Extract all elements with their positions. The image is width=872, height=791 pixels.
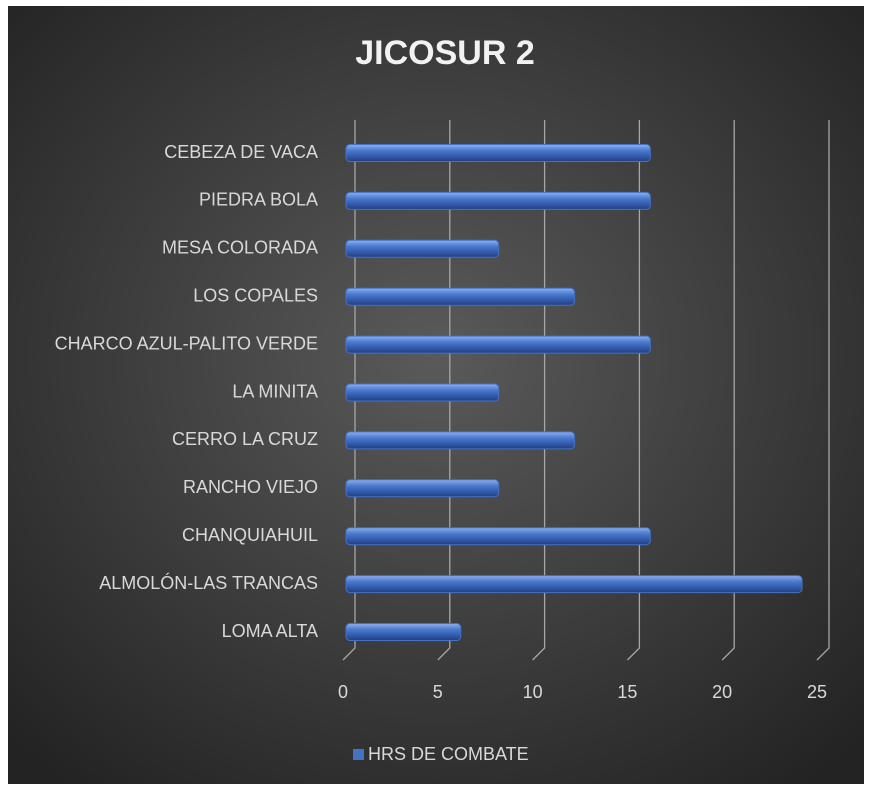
grid-line — [816, 120, 830, 661]
legend-marker — [353, 749, 364, 760]
bar — [345, 431, 576, 450]
bar — [345, 575, 803, 594]
bar — [345, 479, 500, 498]
y-tick-label: CHANQUIAHUIL — [182, 525, 318, 545]
grid-line — [721, 120, 735, 661]
y-tick-label: RANCHO VIEJO — [183, 477, 318, 497]
bar — [345, 527, 651, 546]
bar — [345, 383, 500, 402]
y-tick-label: LOS COPALES — [193, 285, 318, 305]
y-tick-label: PIEDRA BOLA — [199, 190, 318, 210]
bar — [345, 335, 651, 354]
x-tick-label: 15 — [617, 682, 637, 702]
y-tick-label: LOMA ALTA — [222, 621, 318, 641]
x-tick-label: 0 — [338, 682, 348, 702]
y-tick-label: MESA COLORADA — [162, 238, 318, 258]
y-tick-label: LA MINITA — [232, 381, 318, 401]
x-tick-label: 5 — [433, 682, 443, 702]
bar — [345, 287, 576, 306]
bar — [345, 239, 500, 258]
x-tick-label: 25 — [807, 682, 827, 702]
bar — [345, 623, 462, 641]
y-tick-label: CERRO LA CRUZ — [172, 429, 318, 449]
legend-label: HRS DE COMBATE — [368, 744, 529, 764]
y-tick-label: CHARCO AZUL-PALITO VERDE — [55, 333, 318, 353]
x-tick-label: 10 — [523, 682, 543, 702]
grid-line — [626, 120, 641, 661]
y-tick-label: ALMOLÓN-LAS TRANCAS — [99, 572, 318, 593]
y-tick-label: CEBEZA DE VACA — [164, 142, 318, 162]
bar — [345, 144, 651, 162]
bar — [345, 191, 651, 210]
x-tick-label: 20 — [712, 682, 732, 702]
chart-title: JICOSUR 2 — [355, 34, 535, 72]
